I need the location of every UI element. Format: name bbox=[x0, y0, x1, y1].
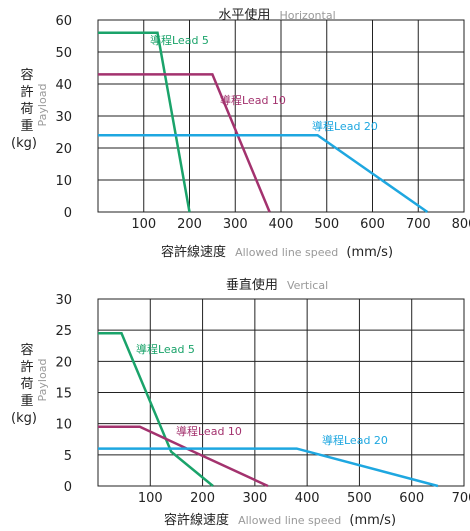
plot-area: 100 200 300 400 500 600 700 0 5 10 15 20 25 30 導程Lead … bbox=[55, 293, 470, 506]
y-label-char: 許 bbox=[20, 360, 33, 375]
x-tick-label: 400 bbox=[295, 491, 320, 506]
y-label-char: 重 bbox=[20, 118, 33, 134]
y-label-char: 荷 bbox=[20, 102, 33, 117]
y-tick-label: 0 bbox=[64, 206, 72, 221]
y-tick-label: 60 bbox=[55, 14, 72, 29]
x-tick-label: 100 bbox=[131, 217, 156, 232]
x-tick-label: 700 bbox=[406, 217, 431, 232]
series-label: 導程Lead 10 bbox=[176, 424, 242, 438]
series-label: 導程Lead 20 bbox=[322, 433, 388, 447]
plot-area: 100 200 300 400 500 600 700 800 0 10 20 30 40 50 60 導程L… bbox=[55, 14, 470, 232]
series-label: 導程Lead 5 bbox=[150, 33, 209, 47]
y-axis-label: 容 許 荷 重 (kg) Payload bbox=[11, 342, 49, 426]
series-label: 導程Lead 10 bbox=[220, 93, 286, 107]
y-label-char: 容 bbox=[20, 67, 33, 83]
series-label: 導程Lead 20 bbox=[312, 119, 378, 133]
y-label-unit: (kg) bbox=[11, 136, 37, 151]
x-tick-label: 600 bbox=[399, 491, 424, 506]
x-tick-label: 200 bbox=[190, 491, 215, 506]
y-tick-label: 30 bbox=[55, 293, 72, 308]
y-label-char: 荷 bbox=[20, 377, 33, 392]
y-label-english: Payload bbox=[36, 84, 49, 127]
y-tick-label: 20 bbox=[55, 355, 72, 370]
x-tick-label: 800 bbox=[452, 217, 470, 232]
y-axis-label: 容 許 荷 重 (kg) Payload bbox=[11, 67, 49, 151]
x-tick-label: 400 bbox=[269, 217, 294, 232]
x-tick-label: 500 bbox=[347, 491, 372, 506]
series-label: 導程Lead 5 bbox=[136, 342, 195, 356]
y-label-char: 重 bbox=[20, 393, 33, 409]
y-label-char: 容 bbox=[20, 342, 33, 358]
series-line bbox=[98, 133, 429, 214]
x-tick-label: 300 bbox=[223, 217, 248, 232]
y-tick-label: 20 bbox=[55, 142, 72, 157]
y-tick-label: 25 bbox=[55, 324, 72, 339]
y-tick-label: 15 bbox=[55, 387, 72, 402]
x-axis-label: 容許線速度 Allowed line speed (mm/s) bbox=[164, 509, 396, 528]
y-tick-label: 50 bbox=[55, 46, 72, 61]
chart-title: 水平使用 Horizontal bbox=[218, 4, 335, 23]
series-line bbox=[98, 332, 214, 487]
y-tick-label: 5 bbox=[64, 449, 72, 464]
chart-vertical: 垂直使用 Vertical 容 許 荷 重 (kg) Payload 100 20… bbox=[11, 274, 470, 528]
series-line bbox=[98, 73, 271, 213]
x-tick-label: 500 bbox=[314, 217, 339, 232]
y-label-english: Payload bbox=[36, 359, 49, 402]
chart-title: 垂直使用 Vertical bbox=[226, 274, 328, 293]
x-tick-label: 100 bbox=[138, 491, 163, 506]
x-tick-label: 600 bbox=[360, 217, 385, 232]
y-label-char: 許 bbox=[20, 85, 33, 100]
y-tick-label: 0 bbox=[64, 480, 72, 495]
y-tick-label: 30 bbox=[55, 110, 72, 125]
series-line bbox=[98, 31, 191, 213]
series-line bbox=[98, 447, 439, 488]
x-tick-label: 300 bbox=[242, 491, 267, 506]
x-tick-label: 700 bbox=[452, 491, 470, 506]
y-label-unit: (kg) bbox=[11, 411, 37, 426]
chart-horizontal: 水平使用 Horizontal 容 許 荷 重 (kg) Payload 100… bbox=[11, 4, 470, 260]
x-axis-label: 容許線速度 Allowed line speed (mm/s) bbox=[161, 241, 393, 260]
y-tick-label: 40 bbox=[55, 78, 72, 93]
x-tick-label: 200 bbox=[177, 217, 202, 232]
series-line bbox=[98, 425, 269, 488]
y-tick-label: 10 bbox=[55, 418, 72, 433]
y-tick-label: 10 bbox=[55, 174, 72, 189]
